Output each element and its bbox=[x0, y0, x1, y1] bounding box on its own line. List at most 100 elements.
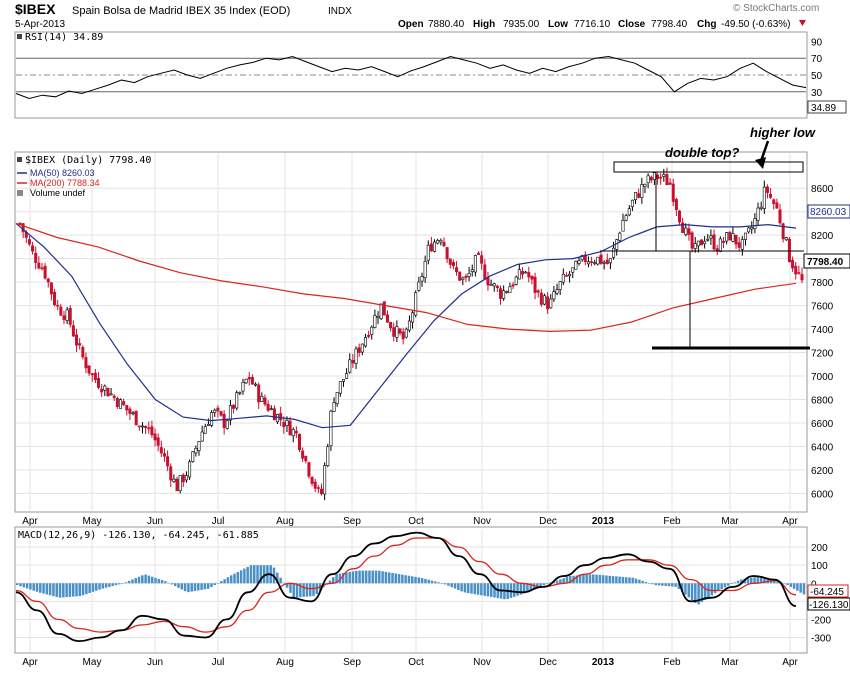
macd-histogram-bar bbox=[157, 578, 161, 584]
candle-body bbox=[260, 395, 264, 402]
x-tick-label: Mar bbox=[721, 516, 739, 527]
macd-histogram-bar bbox=[759, 576, 763, 584]
candle-body bbox=[103, 385, 107, 391]
macd-histogram-bar bbox=[631, 577, 635, 584]
candle-body bbox=[775, 202, 779, 209]
candle-body bbox=[269, 408, 273, 410]
macd-histogram-bar bbox=[740, 579, 743, 584]
candle-body bbox=[580, 255, 584, 260]
x-tick-label: Nov bbox=[473, 516, 491, 527]
price-tick-label: 6400 bbox=[811, 442, 834, 453]
macd-histogram-bar bbox=[39, 583, 42, 593]
macd-histogram-bar bbox=[440, 583, 444, 584]
candle-body bbox=[210, 412, 214, 426]
candle-body bbox=[53, 291, 57, 306]
candle-body bbox=[351, 360, 355, 364]
candle-body bbox=[166, 456, 170, 467]
x-tick-label-bottom: Aug bbox=[276, 657, 294, 668]
candle-body bbox=[285, 419, 289, 426]
macd-histogram-bar bbox=[447, 583, 450, 586]
candle-body bbox=[797, 272, 801, 274]
macd-signal-value: -64.245 bbox=[810, 587, 844, 598]
macd-histogram-bar bbox=[736, 580, 740, 584]
candle-body bbox=[558, 281, 562, 290]
macd-histogram-bar bbox=[220, 581, 223, 584]
candle-body bbox=[555, 289, 559, 294]
chg-label: Chg bbox=[697, 19, 716, 30]
candle-body bbox=[646, 175, 650, 184]
macd-histogram-bar bbox=[638, 579, 641, 584]
macd-histogram-bar bbox=[276, 572, 279, 584]
price-value-tag bbox=[803, 253, 850, 269]
candle-body bbox=[652, 172, 656, 180]
candle-body bbox=[709, 235, 713, 239]
macd-histogram-bar bbox=[466, 583, 470, 594]
candle-body bbox=[109, 393, 113, 396]
macd-histogram-bar bbox=[150, 576, 154, 584]
candle-body bbox=[477, 252, 481, 255]
candle-body bbox=[319, 488, 323, 495]
candle-body bbox=[599, 254, 603, 264]
macd-histogram-bar bbox=[174, 583, 177, 587]
macd-histogram-bar bbox=[338, 573, 342, 584]
macd-histogram-bar bbox=[226, 577, 230, 584]
macd-histogram-bar bbox=[233, 573, 236, 584]
candle-body bbox=[27, 239, 31, 245]
macd-histogram-bar bbox=[680, 583, 684, 592]
macd-histogram-bar bbox=[486, 583, 490, 597]
candle-body bbox=[640, 184, 644, 198]
macd-histogram-bar bbox=[664, 583, 667, 586]
candle-body bbox=[247, 376, 251, 380]
macd-histogram-bar bbox=[108, 583, 111, 587]
macd-histogram-bar bbox=[453, 583, 457, 589]
macd-histogram-bar bbox=[480, 583, 483, 596]
macd-histogram-bar bbox=[45, 583, 49, 595]
candle-body bbox=[429, 243, 433, 252]
candle-body bbox=[376, 316, 380, 319]
price-legend-swatch bbox=[17, 157, 22, 162]
macd-histogram-bar bbox=[555, 580, 559, 584]
ma50-legend: MA(50) 8260.03 bbox=[30, 168, 95, 178]
macd-histogram-bar bbox=[756, 576, 760, 584]
macd-histogram-bar bbox=[341, 573, 345, 584]
candle-body bbox=[524, 271, 528, 274]
macd-histogram-bar bbox=[111, 583, 114, 587]
candle-body bbox=[307, 462, 311, 477]
candle-body bbox=[483, 264, 487, 280]
candle-body bbox=[480, 255, 484, 264]
macd-histogram-bar bbox=[450, 583, 453, 588]
macd-histogram-bar bbox=[364, 570, 368, 584]
macd-histogram-bar bbox=[463, 583, 467, 593]
macd-histogram-bar bbox=[792, 583, 796, 589]
candle-body bbox=[740, 239, 744, 250]
macd-histogram-bar bbox=[312, 583, 315, 597]
candle-body bbox=[222, 413, 226, 429]
candle-body bbox=[700, 239, 704, 246]
rsi-tick-label: 90 bbox=[811, 37, 823, 48]
candle-body bbox=[137, 425, 141, 428]
macd-histogram-bar bbox=[598, 574, 602, 584]
candle-body bbox=[228, 405, 232, 421]
macd-histogram-bar bbox=[750, 577, 753, 584]
candle-body bbox=[549, 298, 553, 309]
macd-histogram-bar bbox=[457, 583, 460, 591]
macd-histogram-bar bbox=[615, 576, 618, 584]
candle-body bbox=[678, 210, 682, 223]
candle-body bbox=[150, 426, 154, 436]
macd-histogram-bar bbox=[519, 583, 523, 595]
macd-histogram-bar bbox=[308, 583, 312, 597]
candle-body bbox=[781, 223, 785, 240]
macd-histogram-bar bbox=[203, 583, 207, 590]
candle-body bbox=[687, 228, 691, 235]
macd-histogram-bar bbox=[411, 576, 414, 584]
macd-histogram-bar bbox=[384, 571, 388, 584]
candle-body bbox=[643, 183, 647, 187]
candle-body bbox=[134, 410, 138, 426]
macd-histogram-bar bbox=[522, 583, 526, 594]
candle-body bbox=[577, 260, 581, 264]
candle-body bbox=[445, 247, 449, 260]
macd-histogram-bar bbox=[470, 583, 473, 594]
macd-histogram-bar bbox=[183, 583, 187, 592]
macd-histogram-bar bbox=[526, 583, 529, 593]
